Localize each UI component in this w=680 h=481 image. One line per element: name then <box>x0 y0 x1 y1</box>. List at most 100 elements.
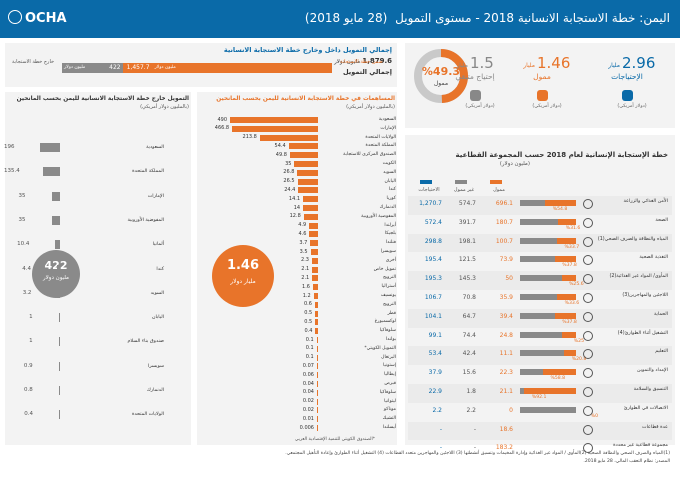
hrp-total-unit: مليار دولار <box>230 278 256 285</box>
outside-donor-name: السعودية <box>146 145 164 150</box>
hrp-donor-bar <box>317 398 318 405</box>
hrp-donor-bar <box>310 240 318 247</box>
cluster-bar-funded <box>545 200 576 206</box>
cluster-name: التشغيل أثناء الطوارئ(4) <box>617 330 668 336</box>
outside-donor-name: السويد <box>150 290 164 296</box>
hrp-donor-name: موناكو <box>383 407 396 413</box>
cluster-bar-track <box>520 218 576 225</box>
outside-donor-value: 35 <box>18 192 26 199</box>
un-emblem-icon <box>8 10 22 24</box>
cluster-bar-funded <box>524 388 576 394</box>
cluster-pct: %37.8 <box>562 263 577 269</box>
inside-hrp-unit: مليون دولار <box>154 65 176 70</box>
outside-donor-bar <box>58 361 60 371</box>
hrp-donor-value: 0.1 <box>305 336 314 343</box>
cluster-req: - <box>439 444 442 452</box>
cluster-funded: 50 <box>505 275 513 283</box>
cluster-icon <box>583 349 593 360</box>
hrp-donor-value: 2.1 <box>301 266 310 273</box>
outside-donors-title: التمويل خارج خطة الاستجابة الانسانية للي… <box>16 96 189 102</box>
hrp-donor-name: ليتوانيا <box>384 398 396 404</box>
in-out-bar: 422 مليون دولار 1,457.7 مليون دولار <box>62 63 332 73</box>
total-funding-value: 1,879.6 مليون دولار <box>334 57 392 65</box>
legend-label-funded: ممول <box>493 187 505 193</box>
outside-donor-name: الدنمارك <box>146 388 164 393</box>
hrp-donor-value: 3.7 <box>299 239 308 246</box>
title-date: (28 مايو 2018) <box>304 11 388 25</box>
hrp-donor-value: 213.8 <box>242 134 257 141</box>
hrp-donor-bar <box>317 416 318 423</box>
hrp-donor-value: 0.006 <box>299 424 314 431</box>
hrp-donor-value: 1.6 <box>302 283 310 290</box>
cluster-icon <box>583 405 593 416</box>
hrp-donor-value: 0.06 <box>302 371 314 378</box>
cluster-pct: %25.6 <box>569 282 584 288</box>
cluster-name: مجموعة قطاعية غير محددة <box>613 443 668 449</box>
hrp-donor-value: 466.8 <box>214 125 230 132</box>
donut-percent: %49.3 <box>421 65 461 78</box>
hrp-donor-name: البرتغال <box>381 354 396 360</box>
cluster-bar-funded <box>557 294 576 300</box>
hrp-donor-bar <box>317 372 318 379</box>
hrp-total-value: 1.46 <box>226 258 260 273</box>
hrp-donor-bar <box>232 125 318 132</box>
cluster-funded: 73.9 <box>499 256 513 264</box>
cluster-funded: 24.8 <box>499 331 513 339</box>
cluster-req: 106.7 <box>424 294 442 301</box>
cluster-bar-funded <box>564 350 576 357</box>
outside-donor-bar <box>43 167 60 177</box>
hrp-donor-value: 49.8 <box>275 151 287 158</box>
hrp-donor-name: السعودية <box>378 117 396 122</box>
kpi-label: الإحتياجات <box>611 72 643 81</box>
hrp-donor-bar <box>313 293 318 299</box>
hrp-donor-bar <box>303 205 318 211</box>
outside-donor-name: الإمارات <box>147 193 164 199</box>
cluster-funded: 21.1 <box>499 388 513 395</box>
cluster-icon <box>583 424 593 435</box>
hrp-donor-value: 0.04 <box>302 389 314 396</box>
kpi-unit: مليار <box>608 62 620 69</box>
outside-donor-bar <box>40 143 60 152</box>
hrp-footnote: *الصندوق الكويتي للتنمية الإقتصادية العر… <box>294 437 375 442</box>
hrp-donor-value: 4.6 <box>298 230 307 237</box>
kpi-unit: مليار <box>523 62 535 69</box>
cluster-name: المأوى/ المواد غير الغذائية(2) <box>609 274 668 280</box>
hrp-donor-name: الإمارات <box>380 125 396 131</box>
hrp-donor-bar <box>317 407 318 414</box>
hrp-donor-value: 24.4 <box>284 186 296 193</box>
money-bag-icon <box>537 90 548 101</box>
hrp-donor-bar <box>315 328 318 335</box>
cluster-unfunded: 74.4 <box>462 331 476 339</box>
outside-donor-value: 4.4 <box>22 265 31 272</box>
cluster-name: التعليم <box>655 349 668 355</box>
clusters-title: خطة الإستجابة الإنسانية لعام 2018 حسب ال… <box>455 151 668 159</box>
cluster-funded: 696.1 <box>495 200 513 207</box>
cluster-funded: 18.6 <box>499 425 513 433</box>
hrp-donor-name: أستراليا <box>381 284 396 290</box>
hrp-donor-value: 35 <box>285 160 292 167</box>
donut-svg <box>414 49 468 103</box>
kpi-value: 1.5 <box>470 54 494 72</box>
outside-donor-bar <box>58 386 60 395</box>
hrp-donor-bar <box>317 425 318 431</box>
hrp-donor-value: 0.01 <box>302 415 314 422</box>
hrp-donor-name: السويد <box>383 169 396 175</box>
hrp-donor-value: 54.4 <box>274 142 286 149</box>
hrp-donor-value: 14.1 <box>288 195 301 202</box>
hrp-donor-bar <box>316 363 318 370</box>
outside-donor-name: المملكة المتحدة <box>132 169 164 175</box>
legend-label-requirements: الاحتياجات <box>418 187 440 193</box>
footer-source: المصدر: نظام التعقب المالي، 28 مايو 2018… <box>583 459 670 464</box>
hrp-donor-bar <box>316 354 318 361</box>
hrp-donor-name: إيطاليا <box>384 372 396 378</box>
hrp-donor-name: المفوضية الأوروبية <box>361 213 396 219</box>
cluster-pct: %25 <box>573 338 584 344</box>
cluster-bar-track <box>520 312 576 319</box>
cluster-req: 104.1 <box>424 312 442 320</box>
hrp-donor-name: الولايات المتحدة <box>365 134 396 140</box>
cluster-bar-track <box>520 256 576 263</box>
cluster-unfunded: 121.5 <box>458 256 476 264</box>
cluster-name: عدة قطاعات <box>642 424 668 430</box>
hrp-donor-value: 0.07 <box>302 362 314 369</box>
hrp-donor-name: التمويل الكويتي* <box>364 345 396 351</box>
